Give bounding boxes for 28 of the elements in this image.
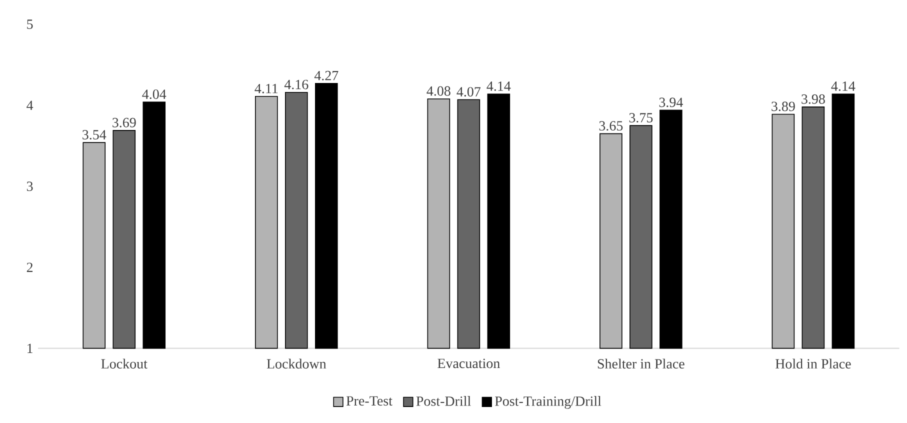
y-tick-label: 4: [26, 100, 34, 110]
x-tick-label: Hold in Place: [775, 358, 851, 369]
x-tick-label: Evacuation: [438, 358, 500, 368]
y-tick-label: 5: [27, 20, 33, 29]
data-label: 4.07: [456, 87, 481, 97]
data-label: 4.14: [486, 81, 511, 91]
legend-label: Pre-Test: [346, 396, 392, 406]
y-tick-label: 3: [26, 182, 33, 192]
y-tick-label: 1: [28, 344, 32, 353]
data-label: 3.98: [802, 94, 825, 104]
data-label: 3.65: [599, 121, 623, 131]
data-label: 4.27: [314, 70, 338, 80]
data-label: 4.04: [142, 90, 166, 100]
data-label: 3.69: [112, 118, 136, 128]
data-label: 4.16: [284, 80, 308, 90]
data-label: 3.89: [772, 102, 795, 112]
data-label: 4.11: [254, 84, 278, 94]
data-label: 3.75: [629, 113, 653, 122]
legend-label: Post-Drill: [416, 396, 471, 406]
x-tick-label: Shelter in Place: [598, 358, 684, 369]
data-label: 3.54: [82, 130, 106, 140]
data-label: 3.94: [659, 98, 683, 108]
x-tick-label: Lockdown: [266, 358, 326, 369]
x-tick-label: Lockout: [101, 358, 148, 369]
data-label: 4.14: [831, 81, 856, 91]
legend-label: Post-Training/Drill: [495, 396, 602, 409]
y-tick-label: 2: [26, 262, 33, 272]
data-label: 4.08: [426, 86, 450, 96]
